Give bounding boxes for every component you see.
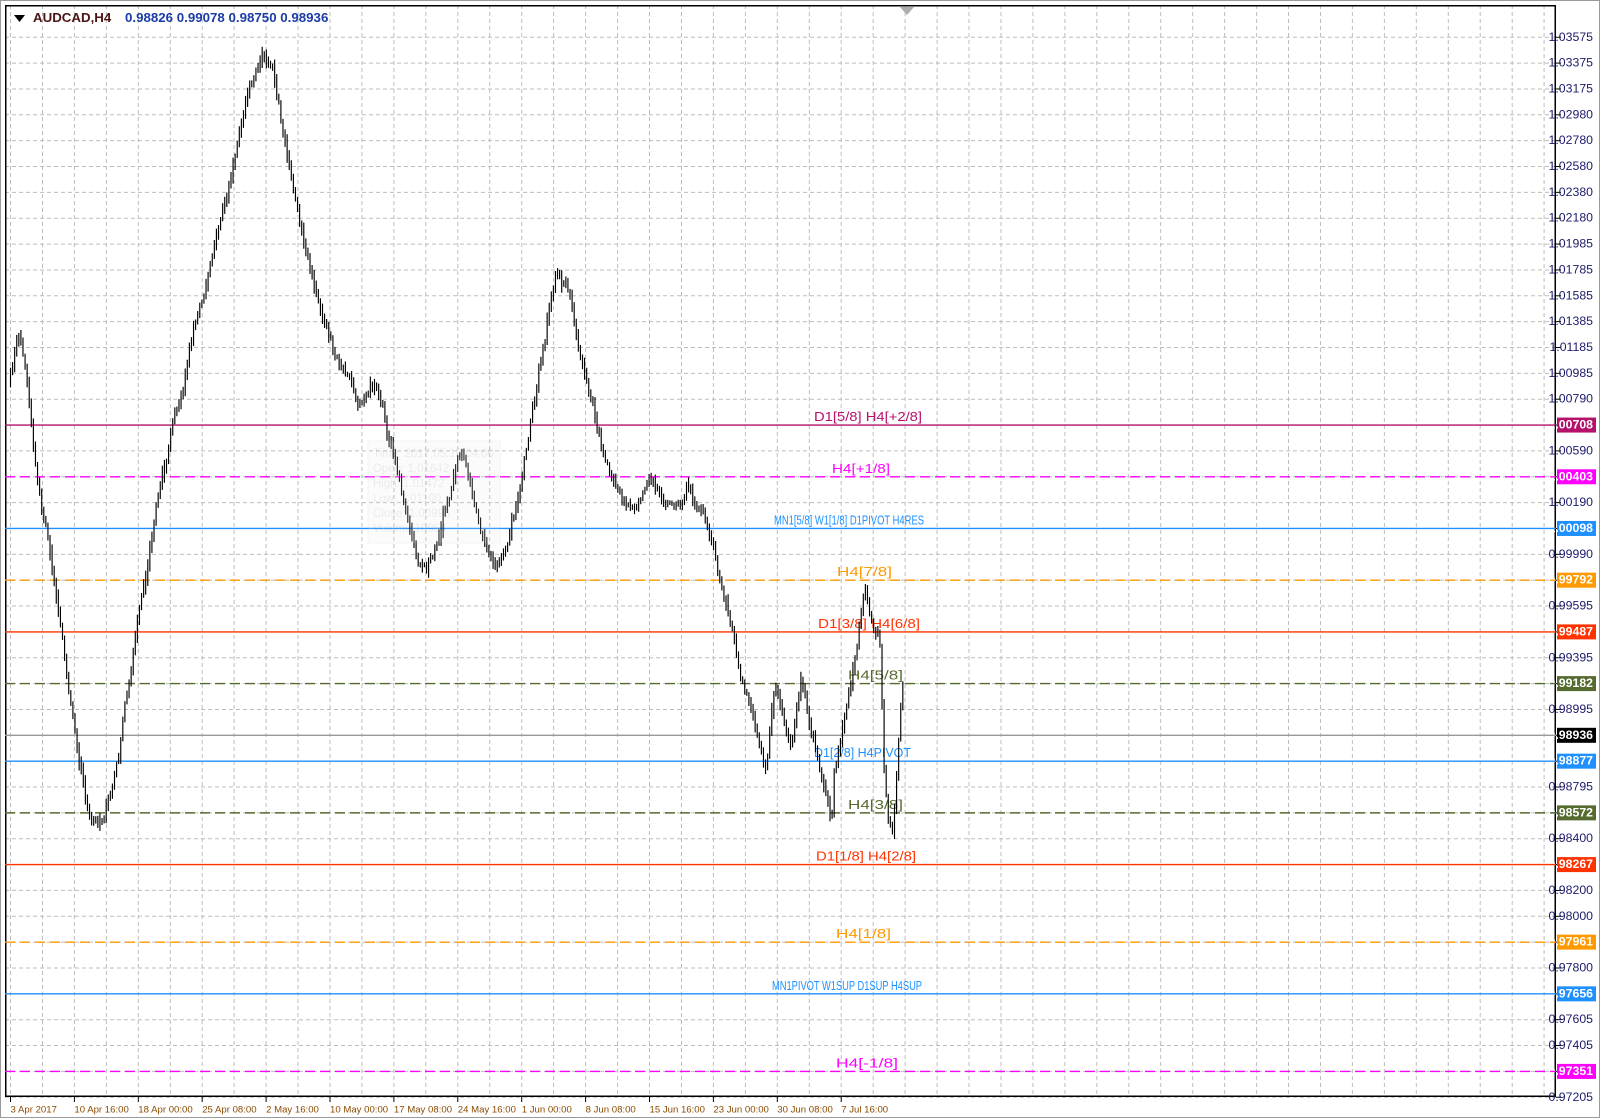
svg-text:17 May 08:00: 17 May 08:00 [394,1105,452,1116]
svg-text:1.01985: 1.01985 [1549,237,1594,251]
svg-text:0.98000: 0.98000 [1549,909,1594,923]
svg-text:Close: 1.00993: Close: 1.00993 [373,508,450,520]
svg-text:8 Jun 08:00: 8 Jun 08:00 [586,1105,636,1116]
svg-text:0.99395: 0.99395 [1549,650,1594,664]
svg-text:1.01585: 1.01585 [1549,288,1594,302]
svg-text:0.98200: 0.98200 [1549,883,1594,897]
svg-text:18 Apr 00:00: 18 Apr 00:00 [138,1105,192,1116]
svg-text:10 Apr 16:00: 10 Apr 16:00 [74,1105,128,1116]
svg-text:MN1PIVOT W1SUP D1SUP H4SUP: MN1PIVOT W1SUP D1SUP H4SUP [772,979,922,993]
svg-text:Open: 1.01642: Open: 1.01642 [373,463,449,475]
svg-text:1.02180: 1.02180 [1549,211,1594,225]
svg-text:H4[7/8]: H4[7/8] [837,565,892,579]
svg-text:0.98795: 0.98795 [1549,780,1594,794]
svg-text:1.00985: 1.00985 [1549,366,1594,380]
svg-text:2 May 16:00: 2 May 16:00 [266,1105,319,1116]
svg-text:1.02380: 1.02380 [1549,185,1594,199]
svg-text:24 May 16:00: 24 May 16:00 [458,1105,516,1116]
svg-text:0.99595: 0.99595 [1549,599,1594,613]
svg-text:H4[+1/8]: H4[+1/8] [832,462,890,476]
svg-text:25 Apr 08:00: 25 Apr 08:00 [202,1105,256,1116]
svg-text:AUDCAD,H4: AUDCAD,H4 [33,10,112,25]
svg-text:H4[1/8]: H4[1/8] [836,927,891,941]
svg-text:1.03375: 1.03375 [1549,56,1594,70]
svg-text:23 Jun 00:00: 23 Jun 00:00 [713,1105,768,1116]
svg-text:1.00790: 1.00790 [1549,392,1594,406]
svg-text:1.00590: 1.00590 [1549,443,1594,457]
svg-text:0.97800: 0.97800 [1549,960,1594,974]
svg-text:1.02780: 1.02780 [1549,133,1594,147]
svg-text:0.98826 0.99078 0.98750 0.9893: 0.98826 0.99078 0.98750 0.98936 [125,10,328,25]
svg-text:15 Jun 16:00: 15 Jun 16:00 [650,1105,705,1116]
svg-text:1.01385: 1.01385 [1549,314,1594,328]
svg-text:1.03575: 1.03575 [1549,30,1594,44]
svg-text:1.00190: 1.00190 [1549,495,1594,509]
svg-text:D1[5/8] H4[+2/8]: D1[5/8] H4[+2/8] [814,410,922,424]
svg-text:H4[5/8]: H4[5/8] [848,669,903,683]
svg-text:1.02580: 1.02580 [1549,159,1594,173]
svg-text:H4[-1/8]: H4[-1/8] [836,1056,898,1070]
svg-text:0.99990: 0.99990 [1549,547,1594,561]
svg-text:1.01185: 1.01185 [1549,340,1593,354]
svg-text:High: 1.01472: High: 1.01472 [373,478,445,490]
svg-text:D1[2/8] H4PIVOT: D1[2/8] H4PIVOT [814,746,911,760]
svg-text:30 Jun 08:00: 30 Jun 08:00 [777,1105,832,1116]
svg-text:MN1[5/8] W1[1/8] D1PIVOT H4RES: MN1[5/8] W1[1/8] D1PIVOT H4RES [774,513,924,527]
svg-text:Time: 2017.05.15 04:00: Time: 2017.05.15 04:00 [373,448,494,460]
svg-text:10 May 00:00: 10 May 00:00 [330,1105,388,1116]
svg-text:Volume 10954: Volume 10954 [373,523,447,535]
svg-text:0.97405: 0.97405 [1549,1038,1594,1052]
svg-text:Low: 1.01100: Low: 1.01100 [373,493,441,505]
svg-text:1 Jun 00:00: 1 Jun 00:00 [522,1105,572,1116]
svg-text:7 Jul 16:00: 7 Jul 16:00 [841,1105,888,1116]
svg-text:0.98400: 0.98400 [1549,831,1594,845]
svg-text:1.02980: 1.02980 [1549,107,1594,121]
svg-text:0.97205: 0.97205 [1549,1090,1594,1104]
svg-text:D1[3/8] H4[6/8]: D1[3/8] H4[6/8] [818,617,920,631]
svg-text:D1[1/8] H4[2/8]: D1[1/8] H4[2/8] [816,850,916,864]
svg-text:3 Apr 2017: 3 Apr 2017 [11,1105,57,1116]
svg-text:1.03175: 1.03175 [1549,81,1594,95]
svg-text:1.01785: 1.01785 [1549,262,1594,276]
svg-text:0.97605: 0.97605 [1549,1012,1594,1026]
svg-text:0.98995: 0.98995 [1549,702,1594,716]
